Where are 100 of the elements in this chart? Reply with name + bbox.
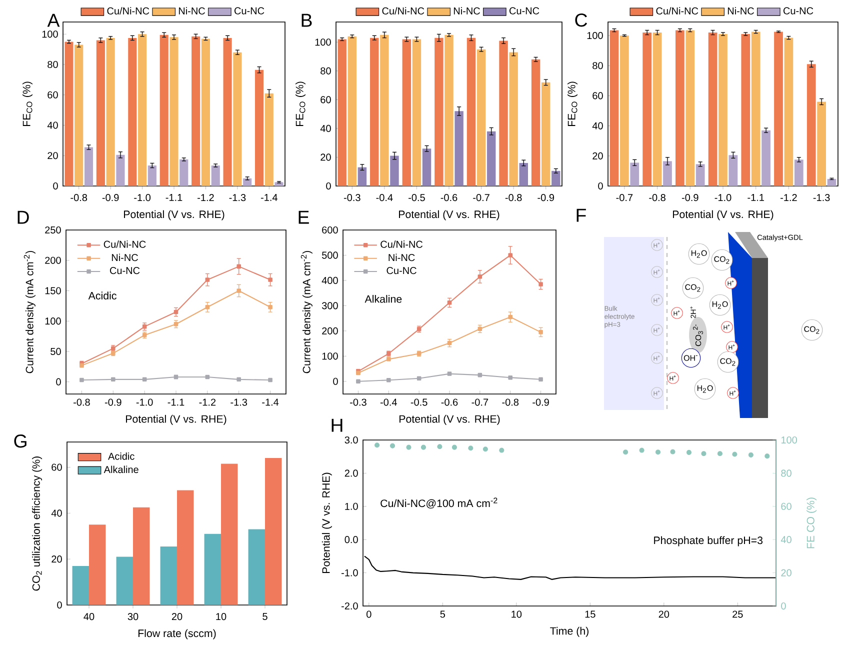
y-tick-label: 100 <box>322 352 338 360</box>
y-axis-title: FE$_{CO}$ (%) <box>22 82 32 126</box>
y-tick-label: 1.0 <box>345 502 358 510</box>
y-tick-label: 80 <box>592 62 603 70</box>
x-tick-label: -1.4 <box>260 194 278 201</box>
x-tick-label: -1.2 <box>198 194 214 202</box>
annotation: Acidic <box>88 292 116 300</box>
x-tick-label: -1.2 <box>780 194 797 202</box>
x-tick-label: 10 <box>512 610 522 618</box>
x-tick-label: 40 <box>84 613 94 620</box>
y-tick-label: 0 <box>326 182 331 190</box>
y-tick-label: 20 <box>48 152 58 160</box>
y-tick-label: 40 <box>47 122 58 129</box>
y-tick-label: 60 <box>592 92 603 100</box>
y-tick-label: 40 <box>320 124 331 132</box>
x-tick-label: -0.7 <box>472 398 488 406</box>
y-tick-label: 100 <box>45 318 61 325</box>
x-tick-label: 30 <box>128 613 138 620</box>
x-axis-title: Potential (V vs. RHE) <box>126 414 226 425</box>
chart-title: C <box>575 13 588 27</box>
text: OH$^{-}$ <box>684 355 698 361</box>
y2-tick-label: 100 <box>781 436 797 444</box>
y-axis-title: CO$_{2}$ utilization efficiency (%) <box>32 456 42 591</box>
x-tick-label: -1.0 <box>134 194 151 202</box>
legend-label: Cu-NC <box>783 7 814 14</box>
legend-label: Cu/Ni-NC <box>382 7 424 14</box>
y-tick-label: 60 <box>48 91 58 98</box>
x-tick-label: -0.9 <box>682 194 698 202</box>
legend-label: Cu/Ni-NC <box>107 7 150 14</box>
y-tick-label: -1.0 <box>342 569 358 576</box>
y-tick-label: 40 <box>51 510 62 517</box>
x-tick-label: -1.4 <box>262 398 279 406</box>
y-axis-title: Current density (mA cm$^{-2}$) <box>300 250 312 374</box>
y-tick-label: 100 <box>42 30 58 38</box>
y-tick-label: 0 <box>333 378 338 385</box>
y-tick-label: 250 <box>45 226 61 234</box>
x-tick-label: -0.4 <box>376 194 393 202</box>
text: F <box>576 208 586 222</box>
x-tick-label: -0.6 <box>441 398 458 406</box>
x-tick-label: -0.9 <box>538 194 554 202</box>
y-tick-label: 0 <box>53 182 58 190</box>
x-tick-label: -0.8 <box>74 398 90 406</box>
y-tick-label: 0 <box>56 378 61 386</box>
x-tick-label: -1.3 <box>813 194 830 202</box>
legend-label: Ni-NC <box>388 254 415 262</box>
text: H$_{2}$O <box>691 250 707 258</box>
annotation: Alkaline <box>364 294 402 303</box>
y2-tick-label: 0 <box>781 602 786 610</box>
y-tick-label: 50 <box>50 348 61 356</box>
y-tick-label: 40 <box>592 122 603 130</box>
y-tick-label: 600 <box>322 226 338 234</box>
y-tick-label: 400 <box>322 276 338 284</box>
x-tick-label: -0.5 <box>410 398 428 406</box>
y-tick-label: 60 <box>320 96 331 104</box>
text: CO$_{2}$ <box>685 284 700 292</box>
x-tick-label: -0.4 <box>380 398 397 406</box>
y-axis-title: FE$_{CO}$ (%) <box>568 82 578 126</box>
y2-tick-label: 20 <box>781 569 792 576</box>
chart-title: B <box>302 14 312 27</box>
y2-tick-label: 60 <box>781 502 792 510</box>
legend-label: Ni-NC <box>178 7 205 14</box>
y2-tick-label: 80 <box>781 470 792 477</box>
x-tick-label: -1.3 <box>229 194 246 202</box>
x-tick-label: 5 <box>440 610 446 618</box>
x-tick-label: -0.9 <box>532 398 549 406</box>
legend-label: Cu-NC <box>510 7 540 14</box>
text: H$_{2}$O <box>712 301 728 309</box>
y-tick-label: 100 <box>587 32 603 40</box>
legend-label: Ni-NC <box>728 7 754 14</box>
legend-label: Cu/Ni-NC <box>656 7 698 14</box>
text: H$_{2}$O <box>697 385 713 393</box>
text: CO$_{2}$ <box>720 358 736 366</box>
legend-label: Cu-NC <box>234 7 264 14</box>
text: CO$_{2}$ <box>804 326 820 334</box>
x-axis-title: Potential (V vs. RHE) <box>124 210 224 220</box>
x-tick-label: -0.8 <box>649 194 666 202</box>
y2-tick-label: 40 <box>780 536 792 544</box>
x-tick-label: -0.3 <box>350 398 366 406</box>
x-tick-label: 15 <box>585 610 596 618</box>
x-tick-label: -1.0 <box>714 194 732 202</box>
y-axis-title: Current density (mA cm$^{-2}$) <box>24 250 36 374</box>
x-tick-label: -0.9 <box>102 194 119 202</box>
x-tick-label: -0.6 <box>440 194 458 202</box>
x-tick-label: -0.8 <box>505 194 522 202</box>
x-tick-label: 20 <box>658 610 670 618</box>
legend-label: Cu-NC <box>386 267 416 274</box>
y-tick-label: 200 <box>322 327 338 334</box>
y-tick-label: 80 <box>320 67 331 74</box>
y-tick-label: 20 <box>52 556 62 563</box>
y-tick-label: 100 <box>315 38 331 46</box>
x-axis-title: Potential (V vs. RHE) <box>400 414 500 425</box>
y-axis-title: Potential (V vs. RHE) <box>322 472 332 573</box>
y-tick-label: 60 <box>52 464 62 471</box>
legend-label: Cu/Ni-NC <box>380 240 423 248</box>
x-tick-label: -0.7 <box>616 194 633 202</box>
x-tick-label: -1.1 <box>166 194 182 201</box>
x-axis-title: Potential (V vs. RHE) <box>399 210 500 220</box>
chart-title: D <box>18 210 29 224</box>
y-tick-label: 0 <box>598 182 603 190</box>
legend-label: Acidic <box>108 452 134 460</box>
